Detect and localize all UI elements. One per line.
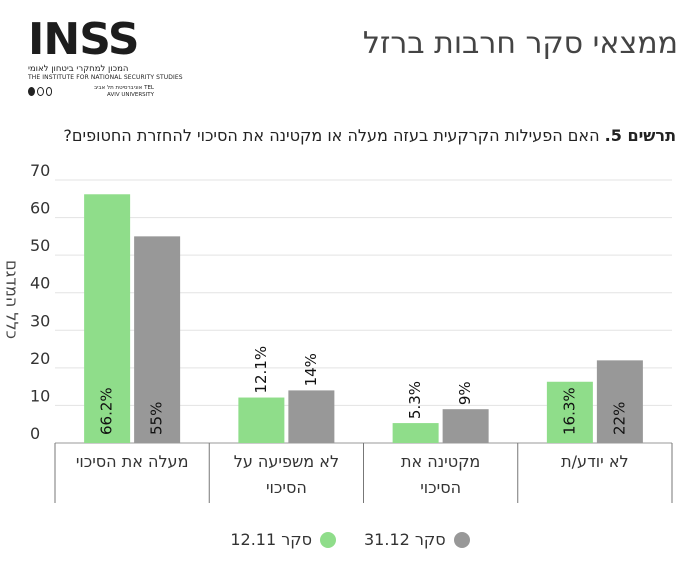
legend-swatch-series-1	[320, 531, 336, 548]
logo-hebrew-name: המכון למחקרי ביטחון לאומי	[28, 64, 129, 74]
bar-1	[84, 194, 131, 443]
y-tick-label: 20	[30, 349, 50, 368]
y-tick-label: 0	[30, 424, 40, 443]
y-tick-label: 50	[30, 236, 50, 255]
logo-university: אוניברסיטת תל אביב TEL AVIV UNIVERSITY	[93, 85, 154, 98]
data-label: 5.3%	[406, 381, 424, 419]
chart-number: תרשים 5.	[604, 126, 676, 145]
data-label: 9%	[456, 381, 474, 405]
y-tick-label: 30	[30, 311, 50, 330]
bar-2	[288, 390, 335, 443]
data-label: 66.2%	[98, 387, 116, 435]
y-tick-label: 40	[30, 274, 50, 293]
x-category-label: לא משפיעה על	[234, 452, 339, 471]
logo-dot-icon	[28, 87, 35, 96]
bar-1	[546, 381, 593, 443]
data-label: 12.1%	[252, 346, 270, 394]
chart-question-text: האם הפעילות הקרקעית בעזה מעלה או מקטינה …	[63, 126, 600, 145]
chart-question: תרשים 5. האם הפעילות הקרקעית בעזה מעלה א…	[36, 120, 676, 151]
y-tick-label: 10	[30, 386, 50, 405]
bar-1	[238, 397, 285, 443]
bar-1	[392, 423, 439, 443]
x-category-label: מעלה את הסיכוי	[76, 452, 189, 471]
data-label: 22%	[610, 402, 628, 435]
x-category-label: הסיכוי	[420, 478, 461, 497]
bar-2	[134, 236, 181, 443]
x-category-label: לא יודע/ת	[561, 452, 628, 471]
inss-logo: INSS המכון למחקרי ביטחון לאומי THE INSTI…	[28, 14, 183, 98]
x-category-label: מקטינה את	[401, 452, 480, 471]
data-label: 16.3%	[560, 387, 578, 435]
x-category-label: הסיכוי	[266, 478, 307, 497]
legend-item-series-2: סקר 31.12	[364, 530, 470, 549]
legend-label-series-1: סקר 12.11	[230, 530, 312, 549]
logo-english-name: THE INSTITUTE FOR NATIONAL SECURITY STUD…	[28, 74, 183, 81]
legend-label-series-2: סקר 31.12	[364, 530, 446, 549]
legend-item-series-1: סקר 12.11	[230, 530, 336, 549]
legend-swatch-series-2	[453, 531, 470, 548]
data-label: 14%	[302, 353, 320, 386]
logo-wordmark: INSS	[28, 14, 140, 65]
data-label: 55%	[148, 402, 166, 435]
chart-legend: סקר 31.12 סקר 12.11	[0, 530, 700, 549]
bar-2	[442, 409, 489, 443]
logo-dot-icon	[36, 87, 44, 96]
y-tick-label: 70	[30, 161, 50, 180]
bar-2	[596, 360, 643, 443]
page-title: ממצאי סקר חרבות ברזל	[362, 26, 678, 61]
y-tick-label: 60	[30, 199, 50, 218]
logo-dot-icon	[45, 87, 53, 96]
